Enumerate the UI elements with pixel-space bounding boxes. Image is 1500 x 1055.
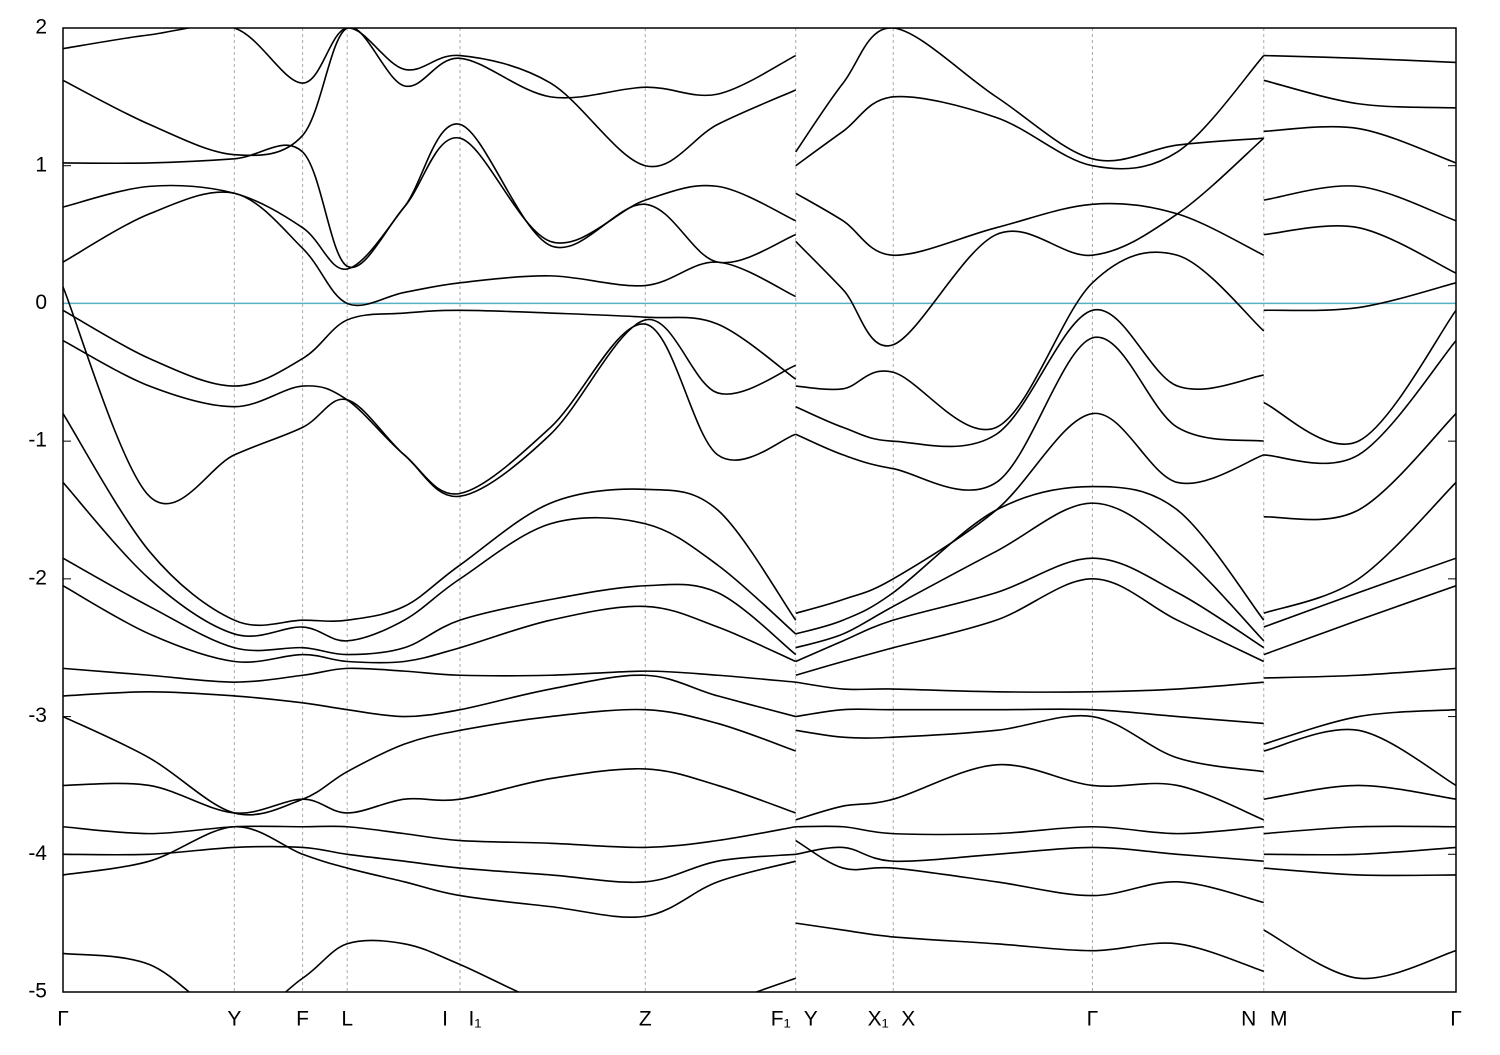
band-line [63,845,1456,884]
x-tick-label: I [442,1008,448,1031]
y-tick-label: -4 [28,842,47,865]
band-line [63,191,1456,431]
x-tick-label: Y [804,1008,818,1031]
band-line [63,413,1456,635]
band-line [63,281,1456,505]
x-tick-label: L [341,1008,353,1031]
band-line [63,674,1456,745]
band-line [63,578,1456,677]
band-line [63,481,1456,649]
y-tick-label: 2 [35,16,47,39]
band-line [63,557,1456,663]
x-tick-label: Y [227,1008,241,1031]
band-line [63,825,1456,849]
plot-frame [62,27,1457,993]
band-line [63,28,1456,168]
x-tick-label: X [901,1008,915,1031]
x-tick-label: F₁ [771,1008,791,1031]
plot-area [63,28,1456,992]
band-line [63,125,1456,269]
x-tick-label: F [296,1008,309,1031]
band-line [63,825,1456,918]
band-line [63,667,1456,693]
y-tick-label: -3 [28,704,47,727]
y-tick-label: 0 [35,291,47,314]
band-line [63,323,1456,615]
x-tick-label: Γ [57,1008,69,1031]
x-tick-label: I₁ [469,1008,482,1031]
y-tick-label: -2 [28,566,47,589]
x-tick-label: Γ [1450,1008,1462,1031]
y-tick-label: -5 [28,980,47,1003]
x-tick-label: X₁ [868,1008,889,1031]
band-line [63,309,1456,491]
x-tick-label: Γ [1087,1008,1099,1031]
band-line [63,28,1456,170]
x-tick-label: M [1270,1008,1288,1031]
band-line [63,708,1456,816]
band-line [63,763,1456,821]
x-tick-label: Z [639,1008,652,1031]
y-tick-label: 1 [35,153,47,176]
y-tick-label: -1 [28,429,47,452]
x-tick-label: N [1241,1008,1256,1031]
band-line [63,922,1456,992]
band-line [63,123,1456,347]
